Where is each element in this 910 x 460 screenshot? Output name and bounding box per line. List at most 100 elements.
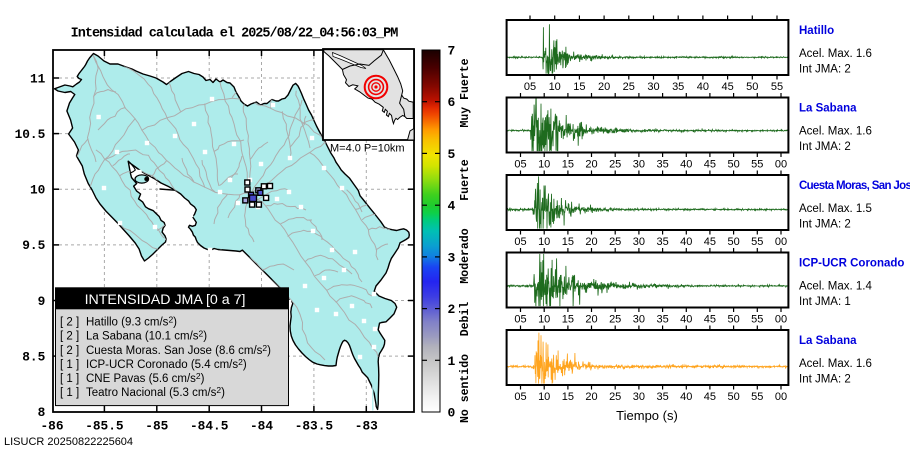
svg-text:40: 40 <box>697 81 709 93</box>
svg-text:55: 55 <box>751 159 763 171</box>
svg-text:05: 05 <box>514 391 526 403</box>
svg-text:-83.5: -83.5 <box>295 419 334 434</box>
svg-text:30: 30 <box>633 314 645 326</box>
svg-text:10: 10 <box>538 159 550 171</box>
svg-text:35: 35 <box>656 159 668 171</box>
svg-text:Debil: Debil <box>459 302 472 337</box>
svg-text:50: 50 <box>746 81 758 93</box>
svg-text:15: 15 <box>562 314 574 326</box>
svg-text:No sentido: No sentido <box>459 354 472 423</box>
svg-text:10: 10 <box>30 183 45 198</box>
svg-text:10: 10 <box>538 391 550 403</box>
svg-text:Hatillo (9.3 cm/s2): Hatillo (9.3 cm/s2) <box>86 314 177 328</box>
svg-text:La Sabana: La Sabana <box>799 335 857 347</box>
svg-text:10: 10 <box>549 81 561 93</box>
svg-text:Moderado: Moderado <box>459 228 472 283</box>
svg-text:INTENSIDAD JMA [0 a 7]: INTENSIDAD JMA [0 a 7] <box>85 292 246 308</box>
svg-text:10: 10 <box>538 236 550 248</box>
svg-text:Muy Fuerte: Muy Fuerte <box>459 58 472 127</box>
svg-text:40: 40 <box>680 159 692 171</box>
svg-text:[ 2 ]: [ 2 ] <box>60 345 79 357</box>
svg-text:30: 30 <box>633 236 645 248</box>
svg-text:-85: -85 <box>145 419 168 434</box>
svg-text:15: 15 <box>562 391 574 403</box>
svg-text:05: 05 <box>524 81 536 93</box>
svg-text:05: 05 <box>514 314 526 326</box>
svg-text:30: 30 <box>647 81 659 93</box>
svg-text:35: 35 <box>656 391 668 403</box>
svg-text:25: 25 <box>609 391 621 403</box>
svg-text:-85.5: -85.5 <box>85 419 124 434</box>
svg-text:40: 40 <box>680 314 692 326</box>
svg-text:6: 6 <box>448 95 456 110</box>
svg-text:15: 15 <box>562 236 574 248</box>
svg-text:50: 50 <box>727 314 739 326</box>
svg-text:Cuesta Moras. San Jose (8.6 cm: Cuesta Moras. San Jose (8.6 cm/s2) <box>86 343 271 357</box>
svg-text:4: 4 <box>448 199 456 214</box>
svg-text:La Sabana: La Sabana <box>799 103 857 115</box>
svg-text:9: 9 <box>38 294 46 309</box>
svg-text:45: 45 <box>721 81 733 93</box>
svg-text:[ 2 ]: [ 2 ] <box>60 317 79 329</box>
svg-text:Cuesta Moras, San Jose: Cuesta Moras, San Jose <box>799 180 910 192</box>
svg-text:[ 2 ]: [ 2 ] <box>60 331 79 343</box>
svg-text:Hatillo: Hatillo <box>799 25 834 37</box>
svg-text:40: 40 <box>680 236 692 248</box>
svg-text:LISUCR 20250822225604: LISUCR 20250822225604 <box>4 436 133 448</box>
svg-text:10.5: 10.5 <box>15 127 46 142</box>
svg-text:Fuerte: Fuerte <box>459 159 472 201</box>
svg-text:9.5: 9.5 <box>22 238 45 253</box>
svg-text:00: 00 <box>775 236 787 248</box>
svg-text:20: 20 <box>598 81 610 93</box>
svg-text:-86: -86 <box>40 419 63 434</box>
svg-text:[ 1 ]: [ 1 ] <box>60 387 79 399</box>
svg-text:50: 50 <box>727 391 739 403</box>
svg-text:30: 30 <box>633 159 645 171</box>
svg-text:ICP-UCR Coronado: ICP-UCR Coronado <box>799 258 904 270</box>
svg-text:20: 20 <box>585 159 597 171</box>
svg-text:35: 35 <box>656 314 668 326</box>
svg-text:3: 3 <box>448 250 456 265</box>
svg-text:Int JMA: 1: Int JMA: 1 <box>799 296 851 308</box>
svg-text:55: 55 <box>751 236 763 248</box>
svg-text:8: 8 <box>38 405 46 420</box>
svg-text:Acel. Max. 1.6: Acel. Max. 1.6 <box>799 358 872 370</box>
svg-text:50: 50 <box>727 159 739 171</box>
svg-text:35: 35 <box>656 236 668 248</box>
svg-text:30: 30 <box>633 391 645 403</box>
svg-text:20: 20 <box>585 236 597 248</box>
svg-text:Intensidad calculada el 2025/0: Intensidad calculada el 2025/08/22_04:56… <box>71 27 399 42</box>
svg-text:5: 5 <box>448 147 456 162</box>
svg-text:[ 1 ]: [ 1 ] <box>60 359 79 371</box>
svg-text:00: 00 <box>775 391 787 403</box>
svg-text:05: 05 <box>514 159 526 171</box>
svg-text:25: 25 <box>623 81 635 93</box>
svg-text:50: 50 <box>727 236 739 248</box>
svg-text:20: 20 <box>585 391 597 403</box>
svg-text:1: 1 <box>448 354 456 369</box>
svg-text:55: 55 <box>751 314 763 326</box>
svg-text:15: 15 <box>562 159 574 171</box>
svg-text:45: 45 <box>704 159 716 171</box>
svg-text:45: 45 <box>704 391 716 403</box>
svg-text:Acel. Max. 1.5: Acel. Max. 1.5 <box>799 203 872 215</box>
svg-text:45: 45 <box>704 236 716 248</box>
svg-text:-84.5: -84.5 <box>190 419 229 434</box>
svg-text:55: 55 <box>751 391 763 403</box>
svg-text:-83: -83 <box>355 419 378 434</box>
svg-text:05: 05 <box>514 236 526 248</box>
svg-text:Int JMA: 2: Int JMA: 2 <box>799 374 851 386</box>
svg-text:Acel. Max. 1.6: Acel. Max. 1.6 <box>799 126 872 138</box>
svg-text:20: 20 <box>585 314 597 326</box>
svg-text:ICP-UCR Coronado (5.4 cm/s2): ICP-UCR Coronado (5.4 cm/s2) <box>86 357 247 371</box>
svg-text:25: 25 <box>609 236 621 248</box>
svg-text:40: 40 <box>680 391 692 403</box>
svg-text:10: 10 <box>538 314 550 326</box>
svg-text:2: 2 <box>448 302 456 317</box>
svg-text:Int JMA: 2: Int JMA: 2 <box>799 141 851 153</box>
svg-text:25: 25 <box>609 314 621 326</box>
svg-text:00: 00 <box>775 159 787 171</box>
svg-text:55: 55 <box>771 81 783 93</box>
svg-text:La Sabana (10.1 cm/s2): La Sabana (10.1 cm/s2) <box>86 329 207 343</box>
svg-text:7: 7 <box>448 44 456 59</box>
